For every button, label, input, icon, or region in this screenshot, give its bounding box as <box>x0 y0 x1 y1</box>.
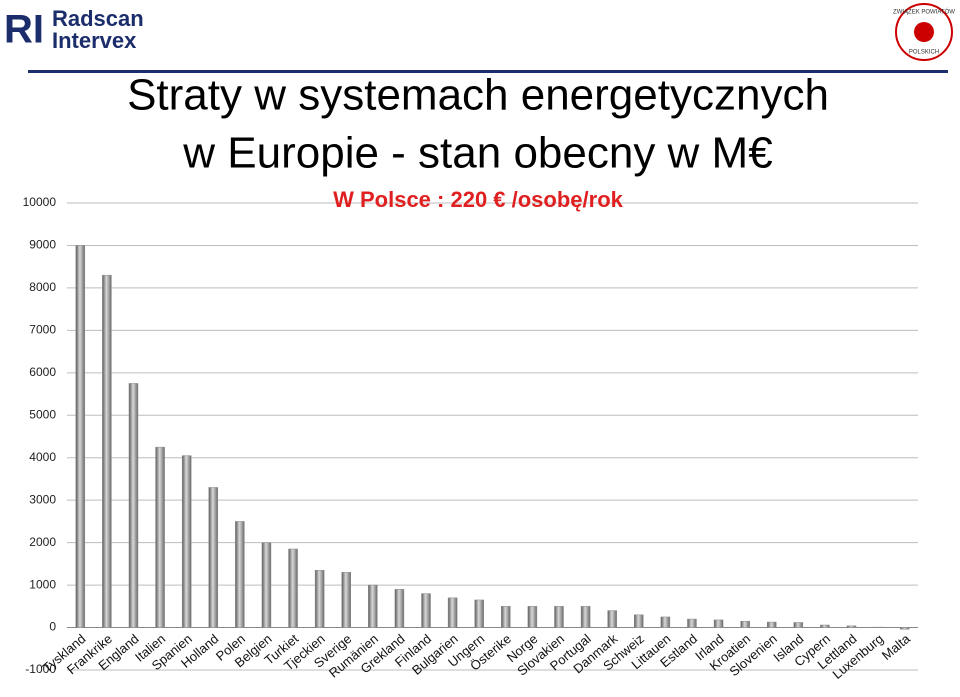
y-tick-label: 6000 <box>29 365 56 379</box>
bar <box>899 627 910 630</box>
bar <box>474 599 484 628</box>
bar <box>766 621 777 628</box>
bar <box>288 548 298 628</box>
bar <box>181 455 192 628</box>
bar <box>554 606 564 628</box>
bar <box>846 625 857 628</box>
bar <box>75 245 86 628</box>
logo-line2: Intervex <box>52 28 137 53</box>
y-tick-label: 1000 <box>29 577 56 591</box>
subtitle: W Polsce : 220 € /osobę/rok <box>333 187 624 212</box>
bar <box>713 619 724 628</box>
bar <box>341 572 351 628</box>
bar <box>634 614 644 628</box>
bar <box>368 584 378 628</box>
y-tick-label: 9000 <box>29 238 56 252</box>
bar <box>660 616 671 628</box>
bar <box>208 487 219 628</box>
y-tick-label: 7000 <box>29 323 56 337</box>
logo-mark: RI <box>4 8 44 52</box>
bar <box>235 521 245 628</box>
y-tick-label: 5000 <box>29 407 56 421</box>
badge-top: ZWIĄZEK POWIATÓW <box>893 9 955 16</box>
bar <box>793 622 804 628</box>
bar <box>128 383 139 628</box>
bar <box>740 620 750 628</box>
bar <box>102 274 112 628</box>
grid <box>67 202 918 671</box>
y-tick-label: 3000 <box>29 492 56 506</box>
y-tick-label: 4000 <box>29 450 56 464</box>
title-line: w Europie - stan obecny w M€ <box>182 129 772 178</box>
bar <box>820 624 830 628</box>
bar <box>261 542 272 628</box>
bar <box>447 597 458 628</box>
bar <box>873 626 883 628</box>
logo-line1: Radscan <box>52 6 144 31</box>
header-rule <box>28 70 948 73</box>
bar <box>394 589 405 628</box>
badge-bottom: POLSKICH <box>909 50 939 56</box>
y-tick-label: 8000 <box>29 280 56 294</box>
bar <box>580 606 591 628</box>
bar <box>687 618 697 628</box>
y-tick-label: 0 <box>49 620 56 634</box>
bar <box>421 593 431 628</box>
x-tick-label: Malta <box>879 630 914 662</box>
badge-center <box>914 22 934 42</box>
bar <box>527 606 538 628</box>
title-line: Straty w systemach energetycznych <box>127 71 829 120</box>
y-tick-label: -1000 <box>25 662 56 676</box>
y-tick-label: 10000 <box>23 195 57 209</box>
y-tick-label: 2000 <box>29 535 56 549</box>
bar <box>607 610 617 628</box>
bar <box>314 569 325 628</box>
bar <box>155 446 165 628</box>
bar <box>501 606 511 628</box>
